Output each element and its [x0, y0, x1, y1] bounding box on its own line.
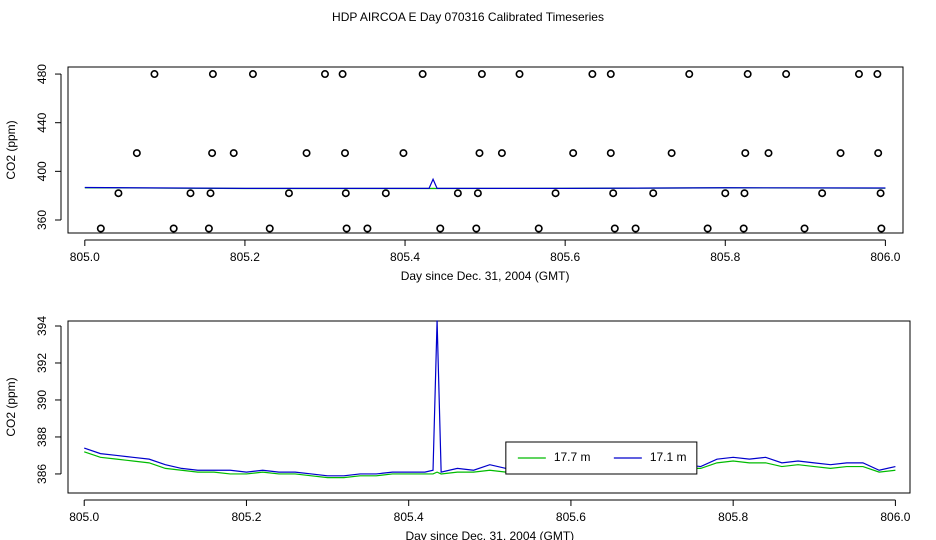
series-line [84, 451, 896, 479]
x-tick-label: 805.2 [231, 510, 261, 524]
calibration-point [609, 189, 618, 198]
plot-frame [67, 320, 911, 494]
y-tick-label: 386 [35, 464, 49, 484]
calibration-point [551, 189, 560, 198]
calibration-point [569, 149, 578, 158]
calibration-point [363, 224, 372, 233]
calibration-point [739, 224, 748, 233]
calibration-point [265, 224, 274, 233]
x-tick-label: 806.0 [880, 510, 910, 524]
calibration-point [169, 224, 178, 233]
calibration-point [338, 70, 347, 79]
calibration-point [497, 149, 506, 158]
calibration-point [418, 70, 427, 79]
calibration-point [399, 149, 408, 158]
y-tick-label: 390 [35, 390, 49, 410]
calibration-point [741, 149, 750, 158]
calibration-point [685, 70, 694, 79]
calibration-point [341, 189, 350, 198]
calibration-point [114, 189, 123, 198]
y-tick-label: 400 [35, 161, 49, 181]
y-tick-label: 440 [35, 112, 49, 132]
x-tick-label: 805.8 [710, 250, 740, 264]
calibration-point [472, 224, 481, 233]
x-axis-label: Day since Dec. 31, 2004 (GMT) [401, 269, 570, 283]
calibration-point [606, 149, 615, 158]
calibration-point [186, 189, 195, 198]
x-tick-label: 805.0 [70, 250, 100, 264]
calibration-point [515, 70, 524, 79]
calibration-point [477, 70, 486, 79]
calibration-point [588, 70, 597, 79]
y-tick-label: 360 [35, 210, 49, 230]
y-tick-label: 480 [35, 64, 49, 84]
calibration-point [854, 70, 863, 79]
y-tick-label: 392 [35, 353, 49, 373]
calibration-point [667, 149, 676, 158]
plot-frame [67, 66, 904, 234]
calibration-point [204, 224, 213, 233]
legend-label: 17.7 m [554, 450, 591, 464]
legend-label: 17.1 m [650, 450, 687, 464]
calibration-point [302, 149, 311, 158]
calibration-point [453, 189, 462, 198]
calibration-point [876, 189, 885, 198]
calibration-point [800, 224, 809, 233]
calibration-point [96, 224, 105, 233]
calibration-point [877, 224, 886, 233]
page-title: HDP AIRCOA E Day 070316 Calibrated Times… [332, 10, 604, 24]
x-tick-label: 805.6 [556, 510, 586, 524]
calibration-point [818, 189, 827, 198]
x-tick-label: 806.0 [870, 250, 900, 264]
y-tick-label: 388 [35, 427, 49, 447]
x-tick-label: 805.2 [230, 250, 260, 264]
calibration-point [475, 149, 484, 158]
calibration-point [649, 189, 658, 198]
calibration-point [208, 149, 217, 158]
calibration-point [320, 70, 329, 79]
x-tick-label: 805.8 [718, 510, 748, 524]
calibration-point [836, 149, 845, 158]
calibration-point [206, 189, 215, 198]
series-line [84, 320, 896, 477]
y-axis-label: CO2 (ppm) [4, 120, 18, 179]
calibration-point [436, 224, 445, 233]
calibration-point [284, 189, 293, 198]
calibration-point [342, 224, 351, 233]
calibration-point [743, 70, 752, 79]
calibration-point [703, 224, 712, 233]
calibration-point [721, 189, 730, 198]
y-tick-label: 394 [35, 316, 49, 336]
x-tick-label: 805.4 [394, 510, 424, 524]
calibration-point [873, 70, 882, 79]
calibration-point [381, 189, 390, 198]
calibration-point [764, 149, 773, 158]
calibration-point [132, 149, 141, 158]
calibration-point [874, 149, 883, 158]
x-tick-label: 805.6 [550, 250, 580, 264]
calibration-point [229, 149, 238, 158]
calibration-point [534, 224, 543, 233]
calibration-point [740, 189, 749, 198]
calibration-point [610, 224, 619, 233]
y-axis-label: CO2 (ppm) [4, 377, 18, 436]
calibration-point [150, 70, 159, 79]
calibration-point [340, 149, 349, 158]
calibration-point [473, 189, 482, 198]
x-tick-label: 805.4 [390, 250, 420, 264]
x-tick-label: 805.0 [69, 510, 99, 524]
series-line [84, 177, 886, 189]
calibration-point [631, 224, 640, 233]
calibration-point [606, 70, 615, 79]
calibration-point [248, 70, 257, 79]
calibration-point [782, 70, 791, 79]
x-axis-label: Day since Dec. 31, 2004 (GMT) [405, 529, 574, 540]
calibration-point [208, 70, 217, 79]
